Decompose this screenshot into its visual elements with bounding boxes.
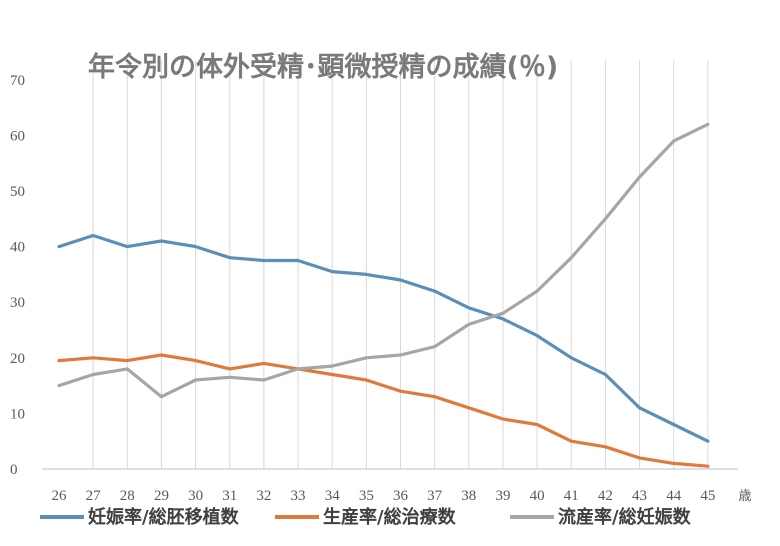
x-axis-ticks: 26 27 28 29 30 31 32 33 34 35 36 37 38 39 40 41 42 43 44 45	[52, 488, 716, 504]
y-tick-label: 50	[10, 184, 25, 200]
x-tick-label: 27	[86, 488, 102, 504]
x-tick-label: 44	[666, 488, 682, 504]
x-tick-label: 43	[632, 488, 647, 504]
gridlines	[92, 60, 709, 469]
series-line-2	[57, 353, 710, 468]
x-tick-label: 41	[564, 488, 579, 504]
x-tick-label: 34	[325, 488, 341, 504]
y-tick-label: 70	[10, 73, 25, 89]
y-tick-label: 60	[10, 128, 25, 144]
x-tick-label: 29	[154, 488, 169, 504]
y-axis-ticks: 0 10 20 30 40 50 60 70	[10, 73, 25, 478]
x-tick-label: 26	[52, 488, 68, 504]
y-tick-label: 40	[10, 240, 25, 256]
series-lines	[57, 122, 710, 468]
y-tick-label: 0	[10, 462, 18, 478]
legend: 妊娠率/総胚移植数 生産率/総治療数 流産率/総妊娠数	[40, 506, 692, 528]
x-tick-label: 35	[359, 488, 374, 504]
series-line-1	[57, 233, 710, 443]
y-tick-label: 20	[10, 351, 25, 367]
series-line-3	[57, 122, 710, 399]
legend-item-2: 生産率/総治療数	[275, 506, 457, 528]
legend-label: 流産率/総妊娠数	[558, 506, 692, 528]
x-tick-label: 37	[427, 488, 443, 504]
x-tick-label: 39	[495, 488, 510, 504]
chart-title: 年令別の体外受精･顕微授精の成績(％)	[88, 51, 558, 83]
legend-label: 妊娠率/総胚移植数	[88, 506, 240, 528]
legend-item-3: 流産率/総妊娠数	[510, 506, 692, 528]
legend-item-1: 妊娠率/総胚移植数	[40, 506, 240, 528]
x-tick-label: 28	[120, 488, 135, 504]
x-tick-label: 33	[291, 488, 306, 504]
x-tick-label: 45	[700, 488, 715, 504]
x-tick-label: 31	[222, 488, 237, 504]
x-tick-label: 32	[256, 488, 271, 504]
x-tick-label: 40	[530, 488, 545, 504]
y-tick-label: 30	[10, 295, 25, 311]
x-tick-label: 42	[598, 488, 613, 504]
y-tick-label: 10	[10, 406, 25, 422]
x-tick-label: 36	[393, 488, 409, 504]
x-tick-label: 38	[461, 488, 476, 504]
legend-label: 生産率/総治療数	[323, 506, 457, 528]
x-tick-label: 30	[188, 488, 203, 504]
x-axis-unit: 歳	[738, 489, 751, 504]
